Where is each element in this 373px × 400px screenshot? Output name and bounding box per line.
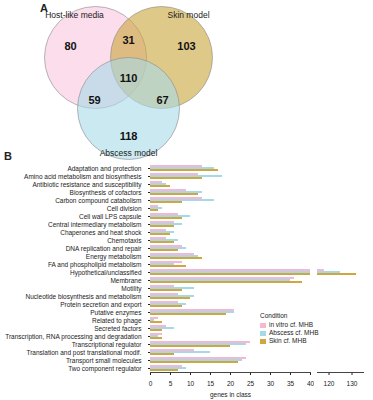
svg-text:120: 120 (324, 380, 335, 387)
svg-text:Putative enzymes: Putative enzymes (90, 309, 142, 317)
svg-text:20: 20 (227, 380, 235, 387)
svg-text:Nucleotide biosynthesis and me: Nucleotide biosynthesis and metabolism (26, 293, 142, 301)
svg-text:genes in class: genes in class (210, 391, 252, 399)
svg-text:130: 130 (347, 380, 358, 387)
html-text:Condition: Condition (260, 312, 288, 319)
svg-text:Skin model: Skin model (167, 10, 209, 20)
svg-text:Transcriptional regulator: Transcriptional regulator (72, 341, 143, 349)
svg-text:Transcription, RNA processing: Transcription, RNA processing and degrad… (5, 333, 142, 341)
svg-text:Hypothetical/unclassified: Hypothetical/unclassified (70, 269, 142, 277)
svg-text:5: 5 (169, 380, 173, 387)
svg-text:Translation and post translati: Translation and post translational modif… (26, 349, 141, 357)
svg-text:Protein secretion and export: Protein secretion and export (60, 301, 141, 309)
svg-text:35: 35 (287, 380, 295, 387)
svg-text:Carbon compound catabolism: Carbon compound catabolism (55, 197, 141, 205)
svg-text:Host-like media: Host-like media (45, 10, 104, 20)
svg-text:Two component regulator: Two component regulator (68, 365, 142, 373)
svg-text:Secreted factors: Secreted factors (94, 325, 142, 332)
svg-text:Motility: Motility (121, 285, 142, 293)
svg-text:Chemotaxis: Chemotaxis (107, 237, 142, 244)
svg-text:Antibiotic resistance and susc: Antibiotic resistance and susceptibility (32, 181, 142, 189)
svg-text:103: 103 (177, 40, 195, 52)
svg-text:59: 59 (88, 94, 100, 106)
svg-text:Abscess model: Abscess model (100, 148, 158, 158)
svg-text:Central intermediary metabolis: Central intermediary metabolism (48, 221, 142, 229)
svg-text:15: 15 (207, 380, 215, 387)
svg-text:67: 67 (156, 94, 168, 106)
svg-text:110: 110 (120, 72, 138, 84)
html-text:Abscess cf. MHB: Abscess cf. MHB (269, 329, 319, 336)
svg-text:Related to phage: Related to phage (92, 317, 142, 325)
svg-text:DNA replication and repair: DNA replication and repair (66, 245, 143, 253)
svg-text:25: 25 (247, 380, 255, 387)
svg-text:Membrane: Membrane (110, 277, 141, 284)
svg-text:118: 118 (120, 130, 138, 142)
svg-text:40: 40 (307, 380, 314, 387)
html-text:A: A (40, 2, 48, 14)
svg-text:Cell wall LPS capsule: Cell wall LPS capsule (79, 213, 142, 221)
svg-text:80: 80 (64, 40, 76, 52)
svg-text:Energy metabolism: Energy metabolism (86, 253, 142, 261)
svg-text:Adaptation and protection: Adaptation and protection (67, 165, 141, 173)
html-text:B: B (4, 150, 12, 162)
html-text:Skin cf. MHB: Skin cf. MHB (269, 337, 307, 344)
svg-text:Amino acid metabolism and bios: Amino acid metabolism and biosynthesis (24, 173, 142, 181)
svg-text:10: 10 (187, 380, 195, 387)
svg-text:0: 0 (149, 380, 153, 387)
svg-text:31: 31 (122, 34, 134, 46)
svg-text:Transport small molecules: Transport small molecules (66, 357, 142, 365)
svg-text:Biosynthesis of cofactors: Biosynthesis of cofactors (70, 189, 143, 197)
svg-text:Chaperones and heat shock: Chaperones and heat shock (60, 229, 142, 237)
html-text:in vitro cf. MHB: in vitro cf. MHB (269, 321, 314, 328)
svg-text:30: 30 (267, 380, 275, 387)
svg-text:FA and phospholipid metabolism: FA and phospholipid metabolism (48, 261, 142, 269)
svg-text:Cell division: Cell division (107, 205, 142, 212)
